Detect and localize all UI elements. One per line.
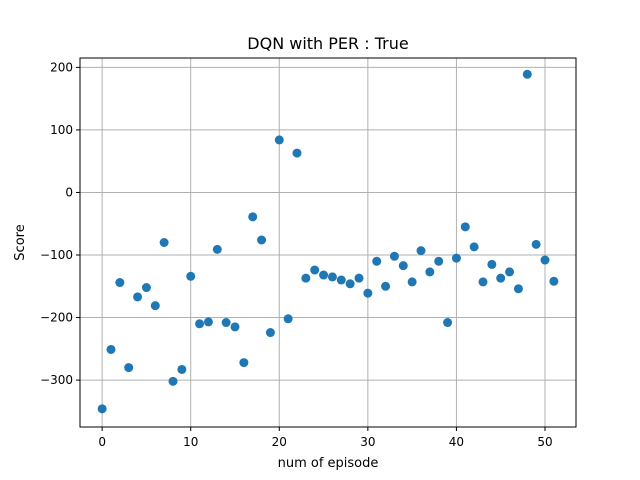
data-point [124, 363, 134, 373]
data-point [389, 251, 399, 261]
data-point [265, 328, 275, 338]
data-point [248, 212, 258, 222]
x-tick-label: 40 [449, 435, 464, 449]
data-point [505, 267, 515, 277]
chart-title: DQN with PER : True [247, 34, 408, 53]
data-point [203, 317, 213, 327]
data-point [549, 276, 559, 286]
data-point [434, 256, 444, 266]
data-point [133, 292, 143, 302]
data-point [212, 244, 222, 254]
x-tick-label: 50 [537, 435, 552, 449]
data-point [540, 255, 550, 265]
data-point [230, 322, 240, 332]
y-axis-label: Score [13, 224, 28, 260]
data-point [195, 319, 205, 329]
data-point [310, 265, 320, 275]
data-point [221, 318, 231, 328]
data-point [478, 277, 488, 287]
data-point [443, 318, 453, 328]
data-point [239, 358, 249, 368]
data-point [522, 69, 532, 79]
x-tick-label: 20 [272, 435, 287, 449]
data-point [363, 288, 373, 298]
data-point [513, 284, 523, 294]
data-point [407, 277, 417, 287]
data-point [141, 283, 151, 293]
data-point [372, 256, 382, 266]
data-point [327, 272, 337, 282]
data-point [115, 278, 125, 288]
data-points [97, 69, 559, 414]
data-point [487, 259, 497, 269]
data-point [496, 273, 506, 283]
data-point [425, 267, 435, 277]
data-point [460, 222, 470, 232]
axis-ticks: 0 10 20 30 40 50 −300 −200 −100 0 100 200 [40, 60, 553, 449]
data-point [354, 273, 364, 283]
y-tick-label: 0 [65, 185, 73, 199]
data-point [319, 270, 329, 280]
data-point [97, 404, 107, 414]
x-tick-label: 10 [183, 435, 198, 449]
grid-lines [80, 58, 576, 427]
data-point [345, 279, 355, 289]
y-tick-label: −200 [40, 311, 73, 325]
data-point [168, 376, 178, 386]
data-point [292, 148, 302, 158]
data-point [301, 273, 311, 283]
data-point [257, 235, 267, 245]
data-point [451, 253, 461, 263]
data-point [150, 301, 160, 311]
data-point [283, 314, 293, 324]
data-point [398, 261, 408, 271]
x-axis-label: num of episode [278, 456, 379, 471]
data-point [416, 246, 426, 256]
data-point [186, 271, 196, 281]
y-tick-label: −300 [40, 373, 73, 387]
data-point [469, 242, 479, 252]
data-point [336, 275, 346, 285]
y-tick-label: 100 [50, 123, 73, 137]
data-point [159, 238, 169, 247]
data-point [381, 281, 391, 291]
y-tick-label: −100 [40, 248, 73, 262]
data-point [274, 135, 284, 145]
data-point [531, 239, 541, 249]
y-tick-label: 200 [50, 60, 73, 74]
x-tick-label: 30 [360, 435, 375, 449]
data-point [106, 344, 116, 354]
data-point [177, 364, 187, 374]
x-tick-label: 0 [98, 435, 106, 449]
plot-frame [79, 57, 577, 428]
